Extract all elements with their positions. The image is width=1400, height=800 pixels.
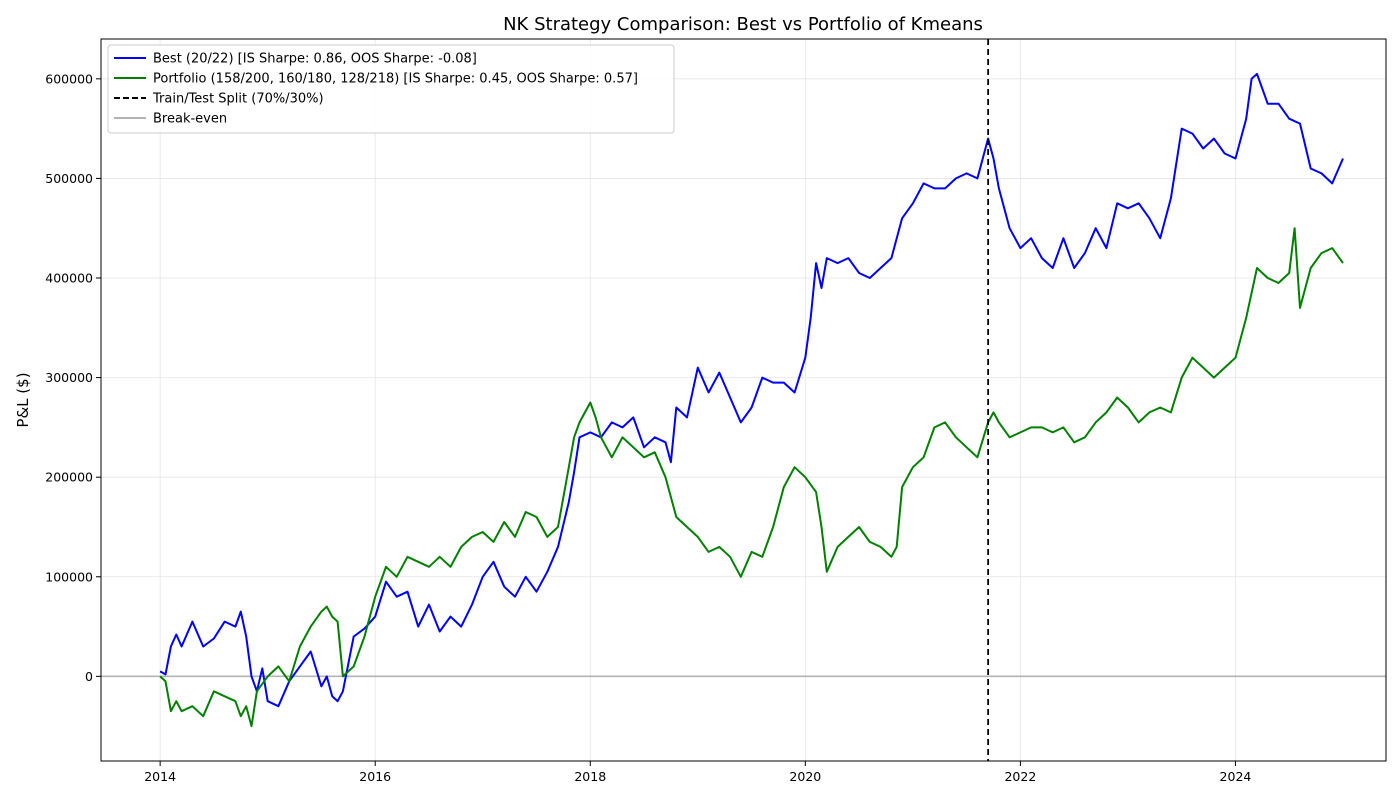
- x-tick-label: 2014: [144, 769, 176, 784]
- y-tick-label: 400000: [45, 271, 93, 286]
- series-line-portfolio: [159, 227, 1344, 728]
- y-tick-label: 100000: [45, 569, 93, 584]
- plot-area: [100, 38, 1387, 762]
- y-tick-label: 300000: [45, 370, 93, 385]
- x-tick-label: 2016: [359, 769, 391, 784]
- plot-border: [100, 38, 1387, 762]
- x-tick-label: 2024: [1220, 769, 1252, 784]
- x-tick-label: 2018: [574, 769, 606, 784]
- y-tick-label: 600000: [45, 71, 93, 86]
- x-tick-label: 2022: [1004, 769, 1036, 784]
- y-tick-label: 200000: [45, 470, 93, 485]
- y-axis: 0 100000 200000 300000 400000 500000 600000: [45, 71, 101, 684]
- y-tick-label: 0: [85, 669, 93, 684]
- legend-label: Break-even: [153, 112, 227, 127]
- legend-label: Best (20/22) [IS Sharpe: 0.86, OOS Sharp…: [153, 52, 477, 67]
- legend-box: [107, 44, 675, 134]
- series-line-best: [159, 72, 1344, 708]
- plot-frame: [101, 39, 1386, 761]
- chart-title: NK Strategy Comparison: Best vs Portfoli…: [503, 14, 983, 35]
- x-axis: 2014 2016 2018 2020 2022 2024: [144, 761, 1251, 784]
- legend-label: Train/Test Split (70%/30%): [152, 92, 324, 107]
- x-tick-label: 2020: [789, 769, 821, 784]
- series-layer: [159, 72, 1344, 728]
- legend: Best (20/22) [IS Sharpe: 0.86, OOS Sharp…: [107, 44, 675, 134]
- legend-label: Portfolio (158/200, 160/180, 128/218) [I…: [153, 72, 638, 87]
- y-tick-label: 500000: [45, 171, 93, 186]
- y-axis-label: P&L ($): [14, 372, 32, 427]
